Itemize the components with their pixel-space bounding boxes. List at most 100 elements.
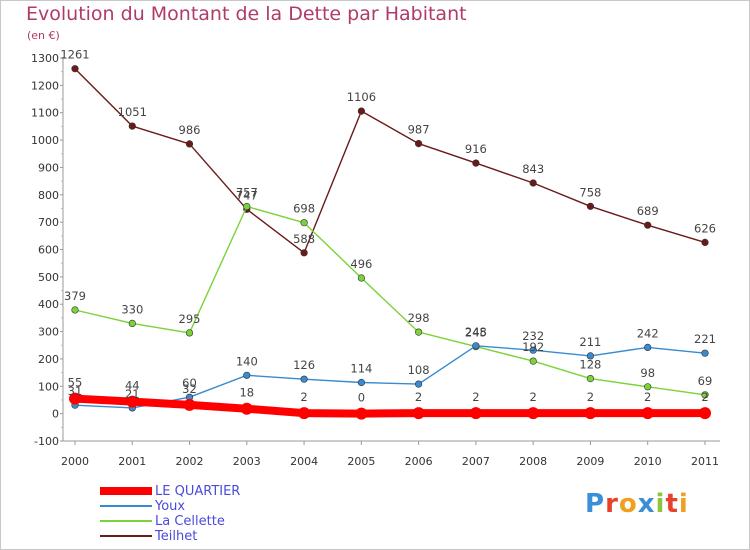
data-label-youx: 31: [68, 384, 83, 398]
legend-swatch: [100, 487, 152, 495]
data-label-la-cellette: 379: [64, 289, 86, 303]
data-point-youx: [472, 342, 480, 350]
data-label-le-quartier: 2: [530, 390, 537, 404]
data-point-la-cellette: [243, 202, 251, 211]
x-tick-label: 2007: [462, 455, 490, 468]
data-label-teilhet: 1051: [118, 105, 147, 119]
y-tick-label: 1200: [31, 79, 59, 92]
data-point-teilhet: [415, 140, 423, 148]
y-tick-label: 400: [38, 298, 59, 311]
series-line-youx: [74, 345, 706, 409]
data-label-youx: 248: [465, 325, 487, 339]
data-point-teilhet: [71, 65, 79, 73]
logo-letter: o: [618, 489, 638, 519]
data-label-youx: 126: [293, 358, 315, 372]
data-label-teilhet: 986: [179, 123, 201, 137]
data-label-teilhet: 916: [465, 142, 487, 156]
x-tick-label: 2006: [405, 455, 433, 468]
legend-swatch: [100, 535, 152, 537]
data-label-le-quartier: 2: [472, 390, 479, 404]
data-point-le-quartier: [412, 407, 425, 420]
data-label-la-cellette: 192: [522, 340, 544, 354]
data-point-la-cellette: [71, 306, 79, 314]
data-label-le-quartier: 18: [239, 386, 254, 400]
data-point-youx: [415, 380, 423, 388]
legend-swatch: [100, 505, 152, 507]
data-point-le-quartier: [584, 407, 597, 420]
x-tick-label: 2002: [176, 455, 204, 468]
data-label-le-quartier: 2: [415, 390, 422, 404]
data-point-teilhet: [701, 238, 709, 246]
data-point-youx: [644, 343, 652, 352]
data-label-teilhet: 747: [236, 188, 258, 202]
x-tick-label: 2009: [576, 455, 604, 468]
x-tick-label: 2004: [290, 455, 318, 468]
data-label-teilhet: 1106: [347, 90, 376, 104]
chart-unit-label: (en €): [27, 29, 60, 42]
series-line-la-cellette: [74, 205, 706, 396]
logo-letter: i: [678, 489, 689, 519]
y-tick-label: 300: [38, 326, 59, 339]
data-point-la-cellette: [701, 391, 709, 399]
data-label-youx: 140: [236, 354, 258, 368]
logo-letter: P: [585, 489, 606, 519]
x-tick-label: 2005: [347, 455, 375, 468]
data-label-la-cellette: 757: [236, 186, 258, 200]
data-point-le-quartier: [69, 392, 81, 405]
legend-label: La Cellette: [155, 514, 225, 529]
data-point-le-quartier: [527, 407, 540, 420]
y-tick-label: 0: [52, 408, 59, 421]
data-label-le-quartier: 44: [125, 379, 140, 393]
data-label-teilhet: 758: [579, 185, 601, 199]
y-tick-label: 800: [38, 189, 59, 202]
data-label-le-quartier: 0: [358, 391, 365, 405]
data-label-teilhet: 689: [637, 204, 659, 218]
logo-letter: x: [637, 489, 656, 519]
data-point-teilhet: [128, 122, 136, 130]
y-tick-label: 100: [38, 380, 59, 393]
data-label-youx: 114: [350, 362, 372, 376]
data-label-la-cellette: 330: [121, 302, 143, 316]
logo-letter: r: [605, 489, 619, 519]
data-point-le-quartier: [641, 407, 654, 420]
data-label-youx: 211: [579, 335, 601, 349]
data-point-la-cellette: [529, 357, 537, 365]
data-point-la-cellette: [415, 328, 423, 336]
proxiti-logo: Proxiti: [585, 489, 689, 519]
x-tick-label: 2011: [691, 455, 719, 468]
x-tick-label: 2008: [519, 455, 547, 468]
data-point-youx: [701, 349, 709, 357]
y-tick-label: 1000: [31, 134, 59, 147]
data-point-youx: [586, 352, 595, 360]
data-point-le-quartier: [240, 402, 253, 415]
data-point-la-cellette: [644, 383, 652, 391]
data-label-youx: 232: [522, 329, 544, 343]
data-point-youx: [300, 375, 308, 383]
data-label-le-quartier: 55: [68, 376, 83, 390]
data-point-youx: [529, 346, 537, 354]
data-point-youx: [357, 378, 366, 387]
data-point-le-quartier: [183, 398, 196, 411]
data-label-teilhet: 626: [694, 221, 716, 235]
data-label-youx: 242: [637, 326, 659, 340]
logo-letter: i: [655, 489, 666, 519]
data-label-le-quartier: 2: [644, 390, 651, 404]
data-label-youx: 21: [125, 387, 140, 401]
y-tick-label: 1300: [31, 52, 59, 65]
data-point-la-cellette: [128, 319, 136, 328]
data-point-la-cellette: [586, 375, 595, 383]
chart-axes: -100010020030040050060070080090010001100…: [31, 52, 720, 468]
data-point-teilhet: [185, 140, 194, 148]
x-tick-label: 2003: [233, 455, 261, 468]
data-point-teilhet: [586, 202, 595, 210]
data-label-la-cellette: 496: [350, 257, 372, 271]
data-label-youx: 221: [694, 332, 716, 346]
legend-label: LE QUARTIER: [155, 484, 241, 499]
x-tick-label: 2010: [634, 455, 662, 468]
y-tick-label: -100: [34, 435, 59, 448]
data-label-le-quartier: 2: [300, 390, 307, 404]
data-point-le-quartier: [699, 407, 711, 420]
legend-label: Youx: [155, 499, 186, 514]
